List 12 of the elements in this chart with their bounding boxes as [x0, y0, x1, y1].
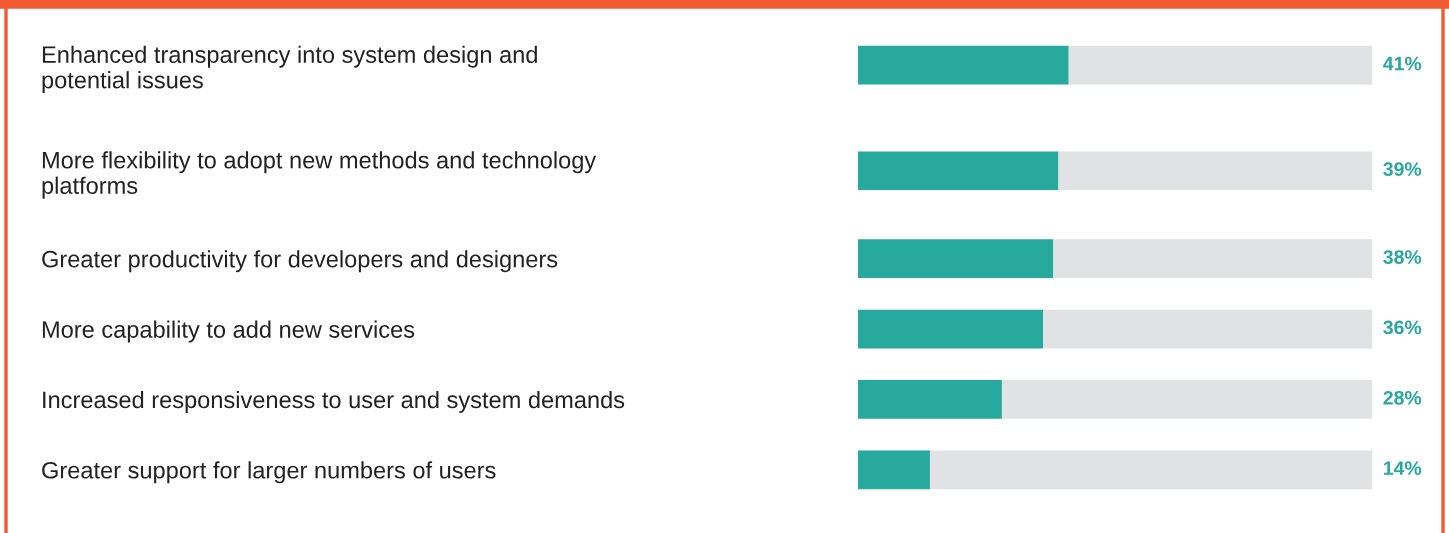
data-label: 36%	[1383, 320, 1422, 335]
y-tick-label: Enhanced transparency into system design and potential issues	[42, 45, 537, 94]
data-label: 39%	[1383, 162, 1422, 177]
data-label: 41%	[1383, 56, 1422, 71]
data-label: 28%	[1383, 390, 1422, 405]
y-tick-label: More capability to add new services	[42, 320, 415, 343]
y-tick-label: Greater support for larger numbers of users	[42, 461, 496, 484]
y-tick-label: Increased responsiveness to user and system demands	[43, 390, 625, 413]
y-tick-label: Greater productivity for developers and designers	[42, 250, 558, 273]
data-label: 38%	[1383, 250, 1422, 264]
y-tick-label: More flexibility to adopt new methods and technology platforms	[42, 151, 597, 199]
data-label: 14%	[1384, 461, 1422, 475]
